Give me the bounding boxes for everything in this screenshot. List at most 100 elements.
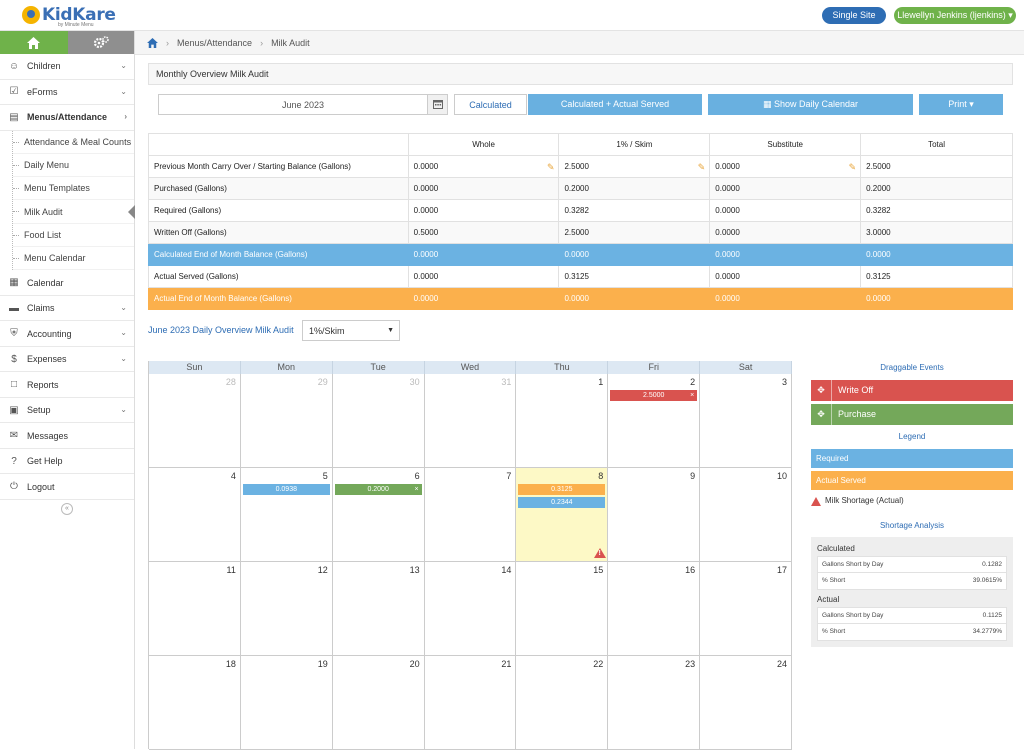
calendar-day[interactable]: 16 (608, 562, 701, 656)
sidebar-item-children[interactable]: ☺ Children ⌄ (0, 54, 134, 80)
day-number: 15 (593, 565, 604, 575)
cell-value: 0.0000 (407, 243, 560, 266)
sidebar-item-get-help[interactable]: ? Get Help (0, 449, 134, 475)
day-number: 19 (317, 659, 328, 669)
calendar-day[interactable]: 3 (700, 374, 793, 468)
settings-button[interactable] (67, 31, 134, 54)
calendar-day[interactable]: 28 (149, 374, 241, 468)
calendar-day[interactable]: 18 (149, 656, 241, 750)
write-off-event[interactable]: 2.5000 × (610, 390, 698, 401)
editable-cell[interactable]: 0.0000 ✎ (407, 155, 560, 178)
sidebar-subitem-attendance[interactable]: Attendance & Meal Counts (13, 131, 134, 154)
sidebar-item-expenses[interactable]: $ Expenses ⌄ (0, 347, 134, 373)
editable-cell[interactable]: 2.5000 ✎ (558, 155, 711, 178)
sidebar-subitem-milk-audit[interactable]: Milk Audit (13, 200, 135, 224)
calendar-day[interactable]: 31 (424, 374, 517, 468)
calendar-day[interactable]: 6 0.2000 × (332, 468, 425, 562)
sidebar-item-eforms[interactable]: ☑ eForms ⌄ (0, 80, 134, 105)
calendar-day[interactable]: 13 (332, 562, 425, 656)
calendar-day[interactable]: 17 (700, 562, 793, 656)
calendar-day[interactable]: 1 (516, 374, 609, 468)
top-bar: KidKare by Minute Menu Single Site Llewe… (0, 0, 1024, 31)
write-off-draggable[interactable]: ✥ Write Off (811, 380, 1013, 401)
editable-cell[interactable]: 0.0000 ✎ (709, 155, 862, 178)
purchase-draggable[interactable]: ✥ Purchase (811, 404, 1013, 425)
row-value: 0.1282 (982, 561, 1002, 568)
sidebar-item-reports[interactable]: □ Reports (0, 372, 134, 398)
calendar-day[interactable]: 22 (516, 656, 609, 750)
home-icon (27, 36, 41, 49)
home-button[interactable] (0, 31, 68, 54)
row-label: % Short (822, 628, 846, 635)
print-button[interactable]: Print ▾ (919, 94, 1003, 115)
calendar-day[interactable]: 30 (332, 374, 425, 468)
sidebar-item-menus-attendance[interactable]: ▤ Menus/Attendance › (0, 105, 134, 131)
calendar-day[interactable]: 7 (424, 468, 517, 562)
chevron-down-icon: ⌄ (120, 61, 127, 70)
pencil-icon[interactable]: ✎ (546, 162, 555, 172)
calendar-day[interactable]: 24 (700, 656, 793, 750)
calculated-toggle[interactable]: Calculated (454, 94, 527, 115)
chevron-left-icon: « (65, 505, 69, 512)
table-row: Required (Gallons) 0.0000 0.3282 0.0000 … (148, 199, 1013, 222)
actual-subheading: Actual (817, 595, 840, 604)
purchase-event[interactable]: 0.2000 × (334, 484, 422, 495)
sidebar-subitem-menu-templates[interactable]: Menu Templates (13, 177, 134, 201)
collapse-sidebar-button[interactable]: « (61, 503, 73, 515)
calendar-day[interactable]: 23 (608, 656, 701, 750)
bank-icon: ⛨ (10, 328, 18, 340)
remove-icon[interactable]: × (690, 392, 695, 399)
event-value: 0.2000 (367, 486, 389, 493)
calendar-day[interactable]: 14 (424, 562, 517, 656)
cell-value: 2.5000 (860, 155, 1013, 178)
actual-gallons-row: Gallons Short by Day 0.1125 (817, 607, 1007, 624)
milk-type-select[interactable]: 1%/Skim ▼ (302, 320, 400, 341)
calendar-day[interactable]: 5 0.0938 (240, 468, 333, 562)
pencil-icon[interactable]: ✎ (848, 162, 857, 172)
breadcrumb-section[interactable]: Menus/Attendance (177, 37, 253, 48)
actual-served-event[interactable]: 0.3125 (518, 484, 606, 495)
sidebar-item-logout[interactable]: ⏻ Logout (0, 474, 134, 500)
calendar-day[interactable]: 21 (424, 656, 517, 750)
calendar-day[interactable]: 11 (149, 562, 241, 656)
sidebar-item-claims[interactable]: ▬ Claims ⌄ (0, 296, 134, 322)
calendar-day[interactable]: 29 (240, 374, 333, 468)
sidebar-subitem-food-list[interactable]: Food List (13, 224, 134, 247)
sidebar-subitem-menu-calendar[interactable]: Menu Calendar (13, 247, 134, 271)
user-menu-button[interactable]: Llewellyn Jenkins (ljenkins) ▾ (894, 7, 1016, 24)
chevron-down-icon: ▾ (1008, 10, 1013, 20)
home-icon[interactable] (147, 37, 158, 48)
sidebar-item-messages[interactable]: ✉ Messages (0, 423, 134, 449)
legend-required: Required (811, 449, 1013, 468)
folder-icon: ▬ (9, 302, 19, 314)
month-picker[interactable]: June 2023 (158, 94, 448, 115)
calendar-day[interactable]: 12 (240, 562, 333, 656)
day-number: 18 (225, 659, 236, 669)
single-site-button[interactable]: Single Site (822, 7, 886, 24)
move-icon[interactable]: ✥ (811, 380, 832, 401)
required-event[interactable]: 0.0938 (242, 484, 330, 495)
sidebar: ☺ Children ⌄ ☑ eForms ⌄ ▤ Menus/Attendan… (0, 31, 135, 749)
calendar-week: 28 29 30 31 1 2 2.5000 × 3 (149, 374, 793, 468)
move-icon[interactable]: ✥ (811, 404, 832, 425)
required-event[interactable]: 0.2344 (518, 497, 606, 508)
sidebar-item-accounting[interactable]: ⛨ Accounting ⌄ (0, 321, 134, 347)
cell-value: 2.5000 (564, 162, 589, 171)
calendar-day[interactable]: 4 (149, 468, 241, 562)
sidebar-item-setup[interactable]: ▣ Setup ⌄ (0, 398, 134, 424)
kidkare-logo[interactable]: KidKare by Minute Menu (22, 3, 116, 28)
calendar-day[interactable]: 19 (240, 656, 333, 750)
calendar-day[interactable]: 2 2.5000 × (608, 374, 701, 468)
pencil-icon[interactable]: ✎ (697, 162, 706, 172)
calendar-day[interactable]: 20 (332, 656, 425, 750)
calendar-icon[interactable] (427, 95, 447, 114)
calendar-day[interactable]: 15 (516, 562, 609, 656)
sidebar-item-calendar[interactable]: ▦ Calendar (0, 270, 134, 296)
calendar-day[interactable]: 10 (700, 468, 793, 562)
show-daily-calendar-button[interactable]: ▦ Show Daily Calendar (708, 94, 913, 115)
sidebar-subitem-daily-menu[interactable]: Daily Menu (13, 154, 134, 178)
calendar-day[interactable]: 9 (608, 468, 701, 562)
calendar-day-today[interactable]: 8 0.3125 0.2344 (516, 468, 609, 562)
remove-icon[interactable]: × (414, 486, 419, 493)
calculated-actual-toggle[interactable]: Calculated + Actual Served (528, 94, 702, 115)
